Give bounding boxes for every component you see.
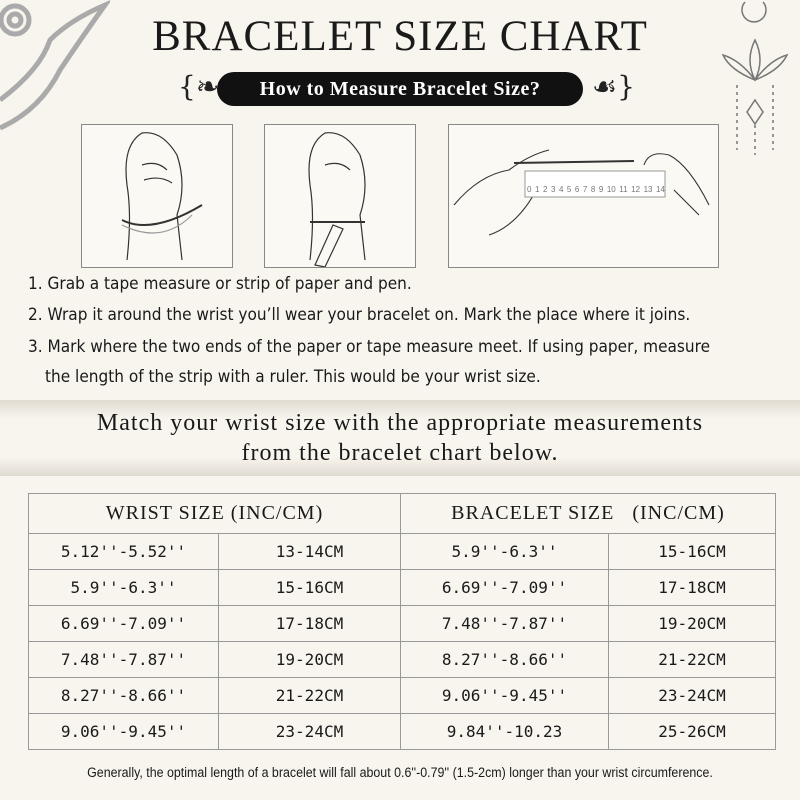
ruler-label: 2 bbox=[542, 185, 548, 194]
lotus-hanging-decoration-icon bbox=[721, 1, 789, 155]
ruler-label: 12 bbox=[631, 185, 641, 194]
cell: 19-20CM bbox=[608, 605, 776, 642]
ruler-label: 10 bbox=[606, 185, 616, 194]
ruler-label: 4 bbox=[558, 185, 564, 194]
cell: 5.9''-6.3'' bbox=[28, 569, 219, 606]
ruler-label: 13 bbox=[643, 185, 653, 194]
ruler-label: 14 bbox=[656, 185, 665, 194]
match-instruction-band: Match your wrist size with the appropria… bbox=[0, 400, 800, 476]
hand-pen-mark-icon bbox=[308, 132, 366, 268]
cell: 5.9''-6.3'' bbox=[400, 533, 609, 570]
table-row: 6.69''-7.09'' 17-18CM 7.48''-7.87'' 19-20CM bbox=[28, 605, 776, 642]
table-row: 5.9''-6.3'' 15-16CM 6.69''-7.09'' 17-18CM bbox=[28, 569, 776, 606]
cell: 8.27''-8.66'' bbox=[28, 677, 219, 714]
hand-tape-wrap-icon bbox=[121, 132, 203, 261]
cell: 13-14CM bbox=[218, 533, 401, 570]
wrist-size-header: WRIST SIZE (INC/CM) bbox=[28, 493, 401, 534]
table-row: 7.48''-7.87'' 19-20CM 8.27''-8.66'' 21-22CM bbox=[28, 641, 776, 678]
ruler-label: 0 bbox=[527, 185, 532, 194]
cell: 19-20CM bbox=[218, 641, 401, 678]
cell: 7.48''-7.87'' bbox=[28, 641, 219, 678]
cell: 9.06''-9.45'' bbox=[400, 677, 609, 714]
cell: 15-16CM bbox=[608, 533, 776, 570]
step-2: 2. Wrap it around the wrist you’ll wear … bbox=[28, 305, 691, 324]
page-title: BRACELET SIZE CHART bbox=[152, 13, 648, 60]
cell: 8.27''-8.66'' bbox=[400, 641, 609, 678]
illustration-wrap-wrist bbox=[81, 124, 233, 268]
right-swirl-icon: ☙} bbox=[592, 70, 635, 103]
step-3-continued: the length of the strip with a ruler. Th… bbox=[45, 367, 541, 386]
cell: 25-26CM bbox=[608, 713, 776, 750]
step-3: 3. Mark where the two ends of the paper … bbox=[28, 337, 711, 356]
cell: 21-22CM bbox=[218, 677, 401, 714]
step-1: 1. Grab a tape measure or strip of paper… bbox=[28, 274, 412, 293]
hands-ruler-icon bbox=[453, 149, 710, 236]
ruler-label: 5 bbox=[566, 185, 572, 194]
match-line-1: Match your wrist size with the appropria… bbox=[96, 410, 704, 436]
cell: 6.69''-7.09'' bbox=[28, 605, 219, 642]
cell: 15-16CM bbox=[218, 569, 401, 606]
table-row: 8.27''-8.66'' 21-22CM 9.06''-9.45'' 23-24CM bbox=[28, 677, 776, 714]
ruler-label: 1 bbox=[534, 185, 540, 194]
table-row: 9.06''-9.45'' 23-24CM 9.84''-10.23 25-26CM bbox=[28, 713, 776, 750]
table-row: 5.12''-5.52'' 13-14CM 5.9''-6.3'' 15-16CM bbox=[28, 533, 776, 570]
left-swirl-icon: {❧ bbox=[178, 70, 220, 103]
cell: 23-24CM bbox=[218, 713, 401, 750]
ruler-scale: 0 1 2 3 4 5 6 7 8 9 10 11 12 13 14 bbox=[527, 185, 665, 194]
footnote: Generally, the optimal length of a brace… bbox=[87, 765, 713, 780]
table-header-row: WRIST SIZE (INC/CM) BRACELET SIZE (INC/CM… bbox=[28, 493, 776, 534]
ruler-label: 8 bbox=[590, 185, 596, 194]
cell: 23-24CM bbox=[608, 677, 776, 714]
ruler-label: 7 bbox=[582, 185, 588, 194]
illustration-mark-wrist bbox=[264, 124, 416, 268]
size-table: WRIST SIZE (INC/CM) BRACELET SIZE (INC/CM… bbox=[28, 493, 776, 750]
ruler-label: 11 bbox=[619, 185, 628, 194]
subtitle-pill: How to Measure Bracelet Size? bbox=[217, 72, 583, 106]
ruler-label: 9 bbox=[598, 185, 604, 194]
match-line-2: from the bracelet chart below. bbox=[241, 440, 559, 466]
illustration-ruler-measure: 0 1 2 3 4 5 6 7 8 9 10 11 12 13 14 bbox=[448, 124, 719, 268]
cell: 7.48''-7.87'' bbox=[400, 605, 609, 642]
bracelet-size-header: BRACELET SIZE (INC/CM) bbox=[400, 493, 776, 534]
cell: 17-18CM bbox=[218, 605, 401, 642]
ruler-label: 3 bbox=[550, 185, 556, 194]
ruler-label: 6 bbox=[574, 185, 580, 194]
cell: 5.12''-5.52'' bbox=[28, 533, 219, 570]
cell: 9.06''-9.45'' bbox=[28, 713, 219, 750]
cell: 17-18CM bbox=[608, 569, 776, 606]
cell: 9.84''-10.23 bbox=[400, 713, 609, 750]
mandala-decoration-icon bbox=[0, 0, 110, 130]
cell: 6.69''-7.09'' bbox=[400, 569, 609, 606]
cell: 21-22CM bbox=[608, 641, 776, 678]
